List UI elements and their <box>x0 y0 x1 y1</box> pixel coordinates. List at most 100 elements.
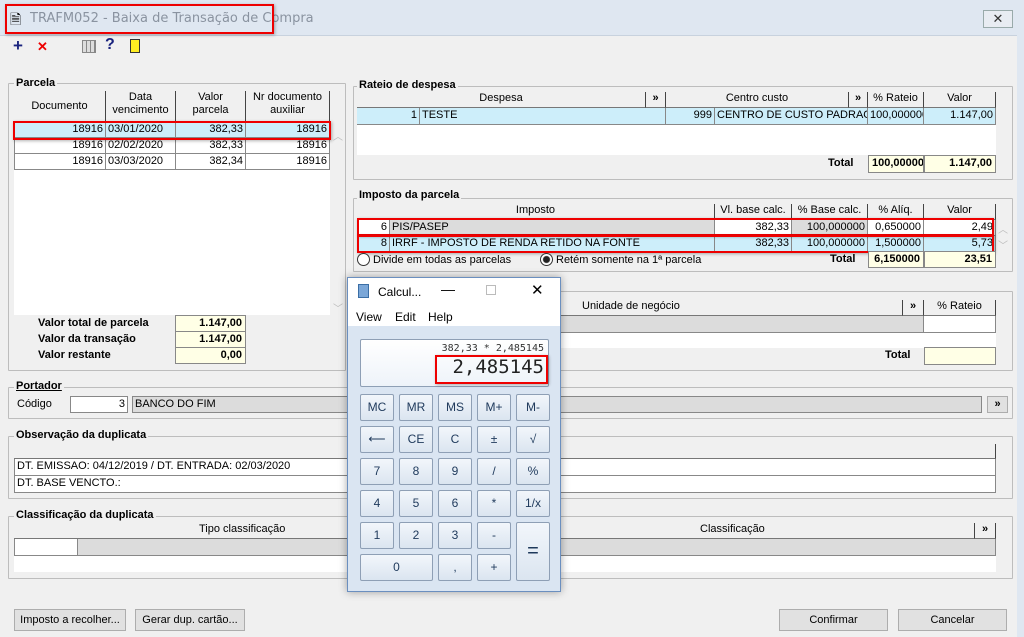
scroll-down-icon[interactable]: ﹀ <box>998 241 1008 252</box>
radio-divide-label[interactable]: Divide em todas as parcelas <box>373 254 512 266</box>
calc-key-3[interactable]: 3 <box>438 522 472 549</box>
parcela-cell[interactable]: 18916 <box>246 138 330 154</box>
calc-key-4[interactable]: 4 <box>360 490 394 517</box>
imposto-base[interactable]: 382,33 <box>715 236 792 252</box>
calc-key-ms[interactable]: MS <box>438 394 472 421</box>
calc-key-backspace[interactable]: ⟵ <box>360 426 394 453</box>
col-valor[interactable]: Valor <box>924 92 996 108</box>
window-titlebar: 🗎 TRAFM052 - Baixa de Transação de Compr… <box>0 0 1024 36</box>
parcela-cell[interactable]: 03/03/2020 <box>106 154 176 170</box>
parcela-cell[interactable]: 382,33 <box>176 122 246 138</box>
col-valor-parcela[interactable]: Valor parcela <box>176 91 246 122</box>
calc-key-mminusplus[interactable]: M+ <box>477 394 511 421</box>
menu-help[interactable]: Help <box>428 310 453 324</box>
maximize-icon[interactable] <box>486 285 496 295</box>
unidade-lookup-button[interactable]: » <box>903 300 924 316</box>
calendar-grid-icon[interactable] <box>82 40 96 53</box>
calc-key-6[interactable]: 6 <box>438 490 472 517</box>
despesa-lookup-button[interactable]: » <box>646 92 666 108</box>
rateio-num[interactable]: 1 <box>357 108 420 125</box>
col-data-vencimento[interactable]: Data vencimento <box>106 91 176 122</box>
radio-retem-selected[interactable] <box>540 253 553 266</box>
col-rateio[interactable]: % Rateio <box>868 92 924 108</box>
calc-key-reciprocal[interactable]: 1/x <box>516 490 550 517</box>
calc-key-7[interactable]: 7 <box>360 458 394 485</box>
parcela-cell[interactable]: 02/02/2020 <box>106 138 176 154</box>
total-label: Valor total de parcela <box>38 317 149 329</box>
parcela-cell[interactable]: 18916 <box>246 154 330 170</box>
classificacao-cell[interactable] <box>14 539 78 556</box>
imposto-valor[interactable]: 5,73 <box>924 236 996 252</box>
calc-key-mc[interactable]: MC <box>360 394 394 421</box>
centro-custo-lookup-button[interactable]: » <box>849 92 868 108</box>
calc-key-5[interactable]: 5 <box>399 490 433 517</box>
codigo-input[interactable]: 3 <box>70 396 128 413</box>
add-icon[interactable]: + <box>13 36 23 55</box>
calc-key-sqrt[interactable]: √ <box>516 426 550 453</box>
calc-key-equals[interactable]: = <box>516 522 550 581</box>
calc-key-divide[interactable]: / <box>477 458 511 485</box>
parcela-cell[interactable]: 18916 <box>246 122 330 138</box>
imposto-pbase[interactable]: 100,000000 <box>792 220 868 236</box>
parcela-cell[interactable]: 382,33 <box>176 138 246 154</box>
col-documento[interactable]: Documento <box>14 91 106 122</box>
portador-lookup-button[interactable]: » <box>987 396 1008 413</box>
col-aliq[interactable]: % Alíq. <box>868 204 924 220</box>
exit-door-icon[interactable] <box>130 39 140 53</box>
help-icon[interactable]: ? <box>105 36 115 53</box>
calc-key-mminus[interactable]: M- <box>516 394 550 421</box>
calc-key-8[interactable]: 8 <box>399 458 433 485</box>
scroll-up-icon[interactable]: ︿ <box>998 225 1008 236</box>
total-label: Valor da transação <box>38 333 136 345</box>
calc-key-decimal[interactable]: , <box>438 554 472 581</box>
imposto-recolher-button[interactable]: Imposto a recolher... <box>14 609 126 631</box>
calc-key-ce[interactable]: CE <box>399 426 433 453</box>
menu-view[interactable]: View <box>356 310 382 324</box>
parcela-cell[interactable]: 18916 <box>14 138 106 154</box>
gerar-dup-cartao-button[interactable]: Gerar dup. cartão... <box>135 609 245 631</box>
imposto-valor[interactable]: 2,49 <box>924 220 996 236</box>
rateio-valor[interactable]: 1.147,00 <box>924 108 996 125</box>
scroll-up-icon[interactable]: ︿ <box>333 132 343 143</box>
radio-divide[interactable] <box>357 253 370 266</box>
calc-key-multiply[interactable]: * <box>477 490 511 517</box>
col-unidade-rateio[interactable]: % Rateio <box>924 300 996 316</box>
col-tipo-classificacao[interactable]: Tipo classificação <box>14 523 434 539</box>
calc-key-c[interactable]: C <box>438 426 472 453</box>
cancelar-button[interactable]: Cancelar <box>898 609 1007 631</box>
calc-key-plus-minus[interactable]: ± <box>477 426 511 453</box>
close-icon[interactable]: ✕ <box>531 282 544 299</box>
calc-key-9[interactable]: 9 <box>438 458 472 485</box>
radio-retem-label[interactable]: Retém somente na 1ª parcela <box>556 254 702 266</box>
unidade-rateio-cell[interactable] <box>924 316 996 333</box>
calc-key-0[interactable]: 0 <box>360 554 433 581</box>
col-despesa[interactable]: Despesa <box>357 92 646 108</box>
calc-key-minus[interactable]: - <box>477 522 511 549</box>
parcela-cell[interactable]: 382,34 <box>176 154 246 170</box>
col-classificacao[interactable]: Classificação <box>434 523 975 539</box>
delete-icon[interactable]: ✕ <box>37 39 48 54</box>
classificacao-lookup-button[interactable]: » <box>975 523 996 539</box>
calc-key-plus[interactable]: + <box>477 554 511 581</box>
calc-key-mr[interactable]: MR <box>399 394 433 421</box>
rateio-percent[interactable]: 100,000000 <box>868 108 924 125</box>
parcela-cell[interactable]: 18916 <box>14 154 106 170</box>
rateio-cc-num[interactable]: 999 <box>666 108 715 125</box>
rateio-despesa[interactable]: TESTE <box>420 108 666 125</box>
col-nr-doc-auxiliar[interactable]: Nr documento auxiliar <box>246 91 330 122</box>
calc-key-1[interactable]: 1 <box>360 522 394 549</box>
calc-key-2[interactable]: 2 <box>399 522 433 549</box>
confirmar-button[interactable]: Confirmar <box>779 609 888 631</box>
col-centro-custo[interactable]: Centro custo <box>666 92 849 108</box>
close-button[interactable]: ✕ <box>983 10 1013 28</box>
imposto-aliq[interactable]: 1,500000 <box>868 236 924 252</box>
rateio-cc[interactable]: CENTRO DE CUSTO PADRAO <box>715 108 868 125</box>
scroll-down-icon[interactable]: ﹀ <box>333 304 343 315</box>
menu-edit[interactable]: Edit <box>395 310 416 324</box>
minimize-icon[interactable]: — <box>441 281 455 297</box>
calc-key-percent[interactable]: % <box>516 458 550 485</box>
parcela-cell[interactable]: 03/01/2020 <box>106 122 176 138</box>
imposto-name[interactable]: IRRF - IMPOSTO DE RENDA RETIDO NA FONTE <box>390 236 715 252</box>
imposto-pbase[interactable]: 100,000000 <box>792 236 868 252</box>
parcela-cell[interactable]: 18916 <box>14 122 106 138</box>
